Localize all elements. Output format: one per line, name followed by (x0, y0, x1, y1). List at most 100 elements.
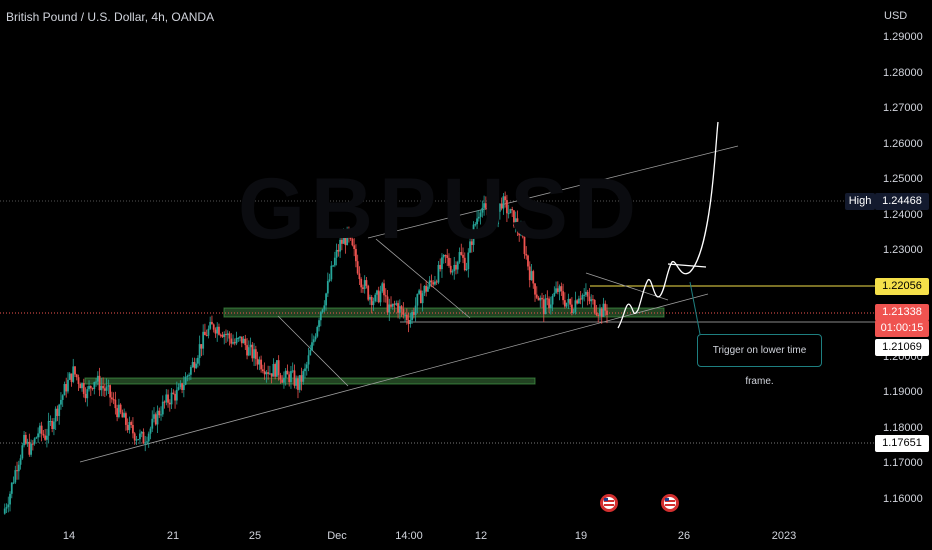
time-tick-label: 19 (574, 530, 588, 542)
candle-body (476, 218, 478, 225)
candle-body (283, 377, 285, 383)
candle-body (397, 303, 399, 313)
candle-body (321, 309, 324, 313)
candle-body (332, 265, 334, 267)
candle-body (465, 269, 468, 271)
candle-body (325, 293, 327, 306)
candle-body (439, 264, 442, 270)
candle-body (490, 217, 493, 226)
candle-body (44, 435, 47, 440)
candle-body (441, 257, 443, 270)
candle-body (551, 295, 554, 305)
candle-body (274, 364, 277, 377)
candle-body (474, 224, 477, 226)
candle-body (351, 238, 354, 246)
candle-body (65, 384, 68, 392)
candle-body (256, 358, 259, 365)
candle-body (295, 378, 298, 386)
us-flag-event-icon[interactable] (661, 494, 679, 512)
candle-body (116, 408, 119, 418)
candle-body (372, 301, 375, 306)
candle-body (297, 378, 299, 390)
candle-body (154, 414, 157, 425)
candle-body (491, 216, 494, 226)
countdown-label: 01:00:15 (875, 320, 929, 337)
callout-connector (689, 281, 701, 335)
candle-body (31, 443, 34, 445)
candle-body (404, 314, 406, 316)
candle-body (532, 271, 535, 284)
candle-body (455, 264, 457, 270)
candle-body (430, 280, 433, 283)
time-tick-label: 26 (677, 530, 691, 542)
candle-body (86, 389, 89, 399)
price-tick-label: 1.16000 (883, 492, 923, 505)
candle-body (265, 372, 268, 375)
candle-body (12, 482, 15, 484)
time-tick-label: 14 (62, 530, 76, 542)
trendlines (79, 145, 739, 463)
candle-body (179, 383, 182, 388)
triangle-line (585, 272, 669, 301)
price-tick-label: 1.24000 (883, 208, 923, 221)
candle-body (253, 349, 255, 359)
candle-body (49, 420, 52, 422)
candle-body (493, 215, 496, 217)
candle-body (307, 355, 310, 365)
trigger-callout: Trigger on lower time frame. (697, 334, 822, 387)
candle-body (506, 200, 508, 214)
candle-body (597, 314, 600, 316)
time-tick-label: 21 (166, 530, 180, 542)
candle-body (3, 508, 6, 514)
candle-body (242, 338, 245, 344)
event-icons[interactable] (600, 494, 679, 512)
candle-body (211, 321, 213, 325)
candle-body (599, 308, 601, 316)
price-tick-label: 1.18000 (883, 421, 923, 434)
candle-body (470, 241, 473, 245)
candle-body (388, 304, 391, 313)
chart-title: British Pound / U.S. Dollar, 4h, OANDA (6, 10, 215, 24)
candle-body (316, 327, 319, 337)
candle-body (204, 331, 206, 336)
candle-body (291, 370, 294, 372)
candle-body (5, 507, 8, 509)
candle-body (483, 203, 485, 208)
candle-body (365, 280, 368, 286)
candle-body (189, 367, 192, 375)
candle-body (114, 399, 117, 409)
candle-body (314, 336, 317, 340)
us-flag-event-icon[interactable] (600, 494, 618, 512)
candle-body (214, 329, 217, 334)
candle-body (151, 418, 154, 429)
candle-body (198, 344, 201, 358)
candle-body (121, 412, 124, 418)
time-tick-label: 2023 (771, 530, 797, 542)
candle-body (17, 464, 20, 472)
candle-body (251, 344, 254, 359)
candle-body (177, 387, 180, 390)
candle-body (126, 424, 129, 431)
candle-body (221, 334, 224, 338)
candle-body (21, 445, 24, 459)
candle-body (419, 290, 422, 304)
candle-body (381, 283, 384, 292)
candle-body (28, 441, 31, 455)
candle-body (595, 312, 598, 315)
candle-body (68, 373, 71, 380)
candle-body (142, 431, 145, 444)
candle-body (398, 306, 401, 313)
time-tick-label: Dec (327, 530, 347, 542)
candle-body (570, 304, 573, 313)
candle-body (353, 245, 356, 250)
support-zone-lower (84, 377, 536, 385)
candle-body (156, 410, 159, 425)
candle-body (579, 298, 582, 300)
candle-body (374, 294, 377, 302)
candle-body (130, 421, 133, 425)
candle-body (89, 385, 92, 389)
candle-body (170, 392, 173, 405)
candle-body (369, 297, 371, 300)
candle-body (448, 257, 450, 266)
